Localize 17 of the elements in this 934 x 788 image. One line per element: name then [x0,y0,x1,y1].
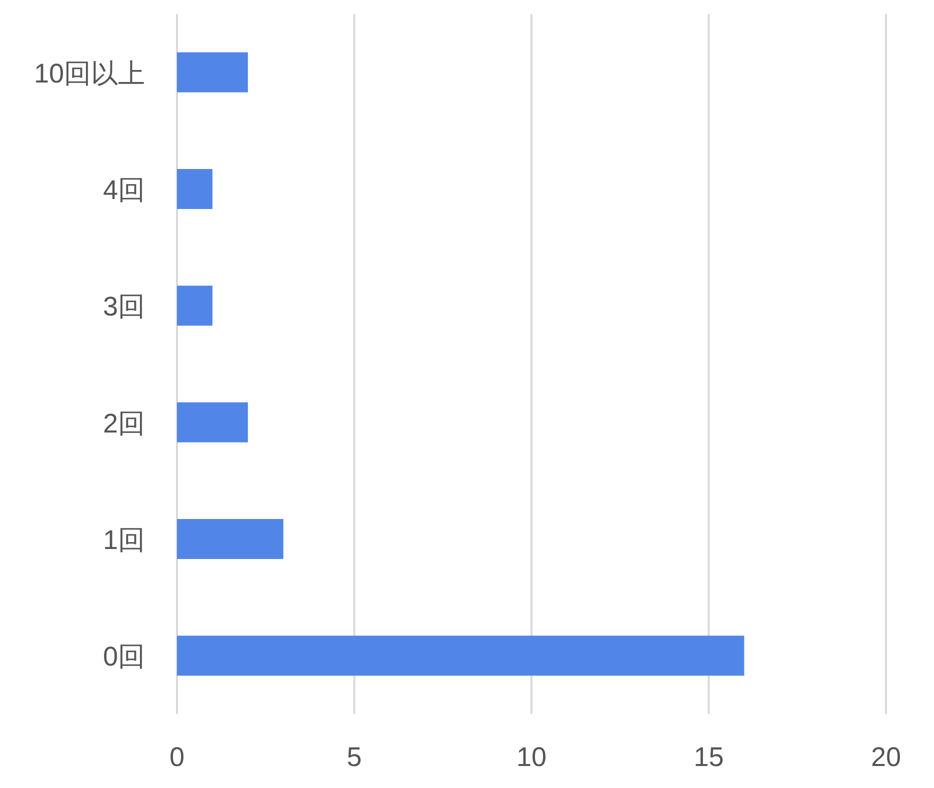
bar [177,52,248,92]
bar [177,286,212,326]
y-tick-label: 10回以上 [34,58,145,88]
y-tick-label: 0回 [102,642,145,672]
y-tick-label: 2回 [102,408,145,438]
bar [177,636,744,676]
x-tick-label: 15 [694,742,724,772]
bar [177,169,212,209]
y-tick-label: 4回 [102,175,145,205]
x-tick-label: 20 [870,742,902,772]
x-tick-label: 5 [346,742,362,772]
bar [177,402,248,442]
x-tick-label: 10 [516,742,547,772]
bar [177,519,284,559]
x-tick-label: 0 [169,742,185,772]
y-tick-label: 1回 [102,525,145,555]
y-tick-label: 3回 [102,292,145,322]
